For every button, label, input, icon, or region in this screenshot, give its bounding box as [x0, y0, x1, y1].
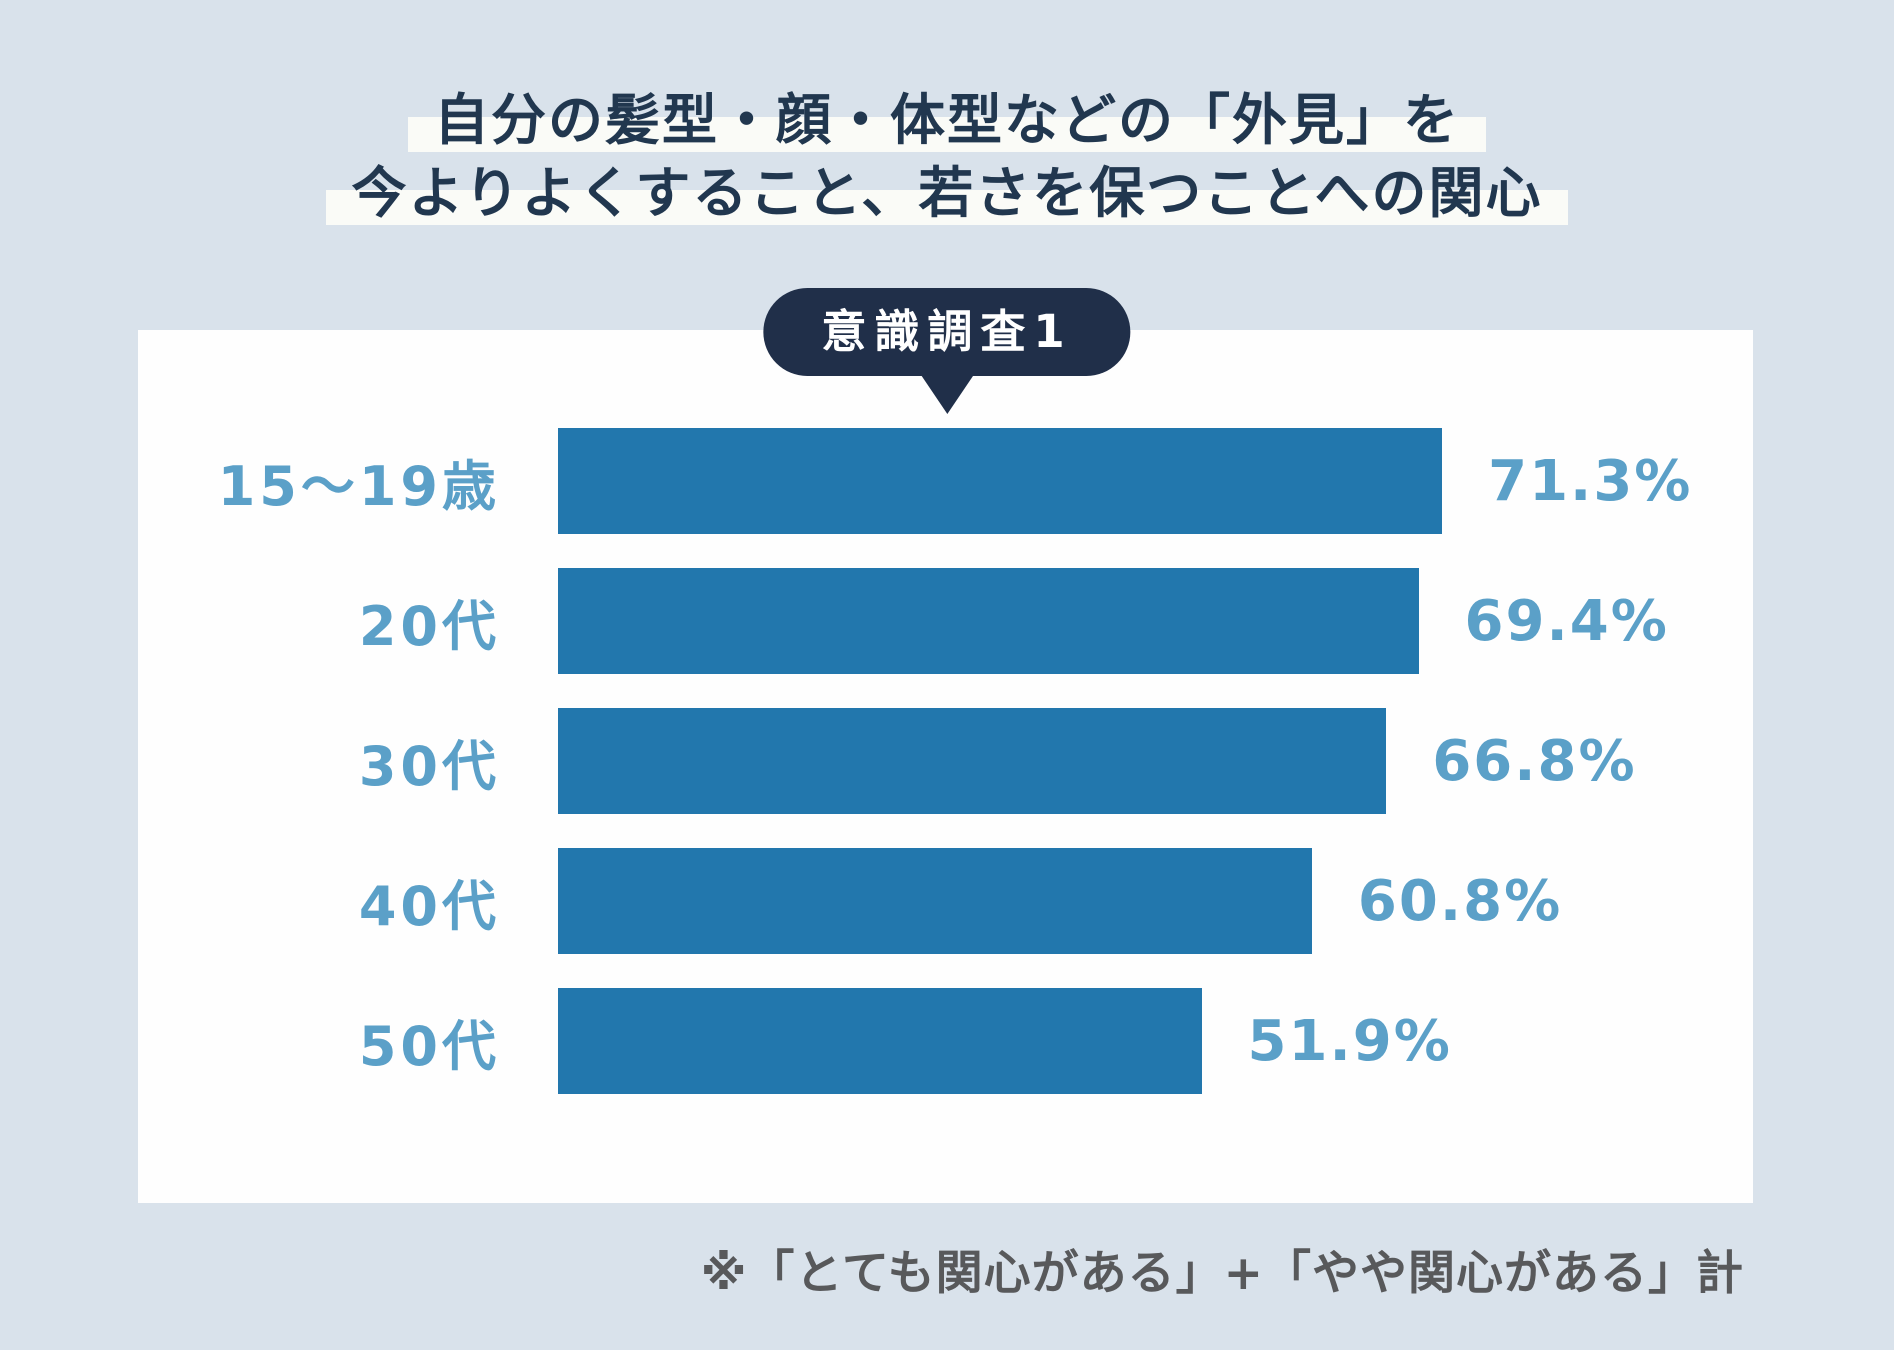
- bar: [558, 708, 1387, 814]
- category-label: 20代: [358, 594, 500, 658]
- bar-row: 40代 60.8%: [138, 848, 1753, 954]
- category-label: 50代: [358, 1014, 500, 1078]
- value-label: 66.8%: [1432, 728, 1637, 794]
- bar-row: 50代 51.9%: [138, 988, 1753, 1094]
- bar: [558, 428, 1443, 534]
- value-label: 69.4%: [1464, 588, 1669, 654]
- bar: [558, 848, 1312, 954]
- bar: [558, 568, 1419, 674]
- value-label: 60.8%: [1357, 868, 1563, 934]
- bar: [558, 988, 1202, 1094]
- bar-chart: 15〜19歳 71.3% 20代 69.4% 30代 66.8% 40代 60.…: [138, 428, 1753, 1094]
- title-highlight-1: 自分の髪型・顔・体型などの「外見」を: [407, 88, 1486, 152]
- bar-row: 20代 69.4%: [138, 568, 1753, 674]
- category-label: 40代: [358, 874, 500, 938]
- category-label: 15〜19歳: [217, 454, 500, 518]
- value-label: 71.3%: [1488, 448, 1693, 514]
- title-highlight-2: 今よりよくすること、若さを保つことへの関心: [325, 161, 1569, 226]
- bar-row: 30代 66.8%: [138, 708, 1753, 814]
- chart-title-line-2: 今よりよくすること、若さを保つことへの関心: [0, 157, 1894, 230]
- footnote: ※「とても関心がある」+「やや関心がある」計: [700, 1246, 1744, 1301]
- category-label: 30代: [358, 734, 500, 798]
- chart-panel: 15〜19歳 71.3% 20代 69.4% 30代 66.8% 40代 60.…: [138, 330, 1753, 1203]
- chart-title: 自分の髪型・顔・体型などの「外見」を 今よりよくすること、若さを保つことへの関心: [0, 84, 1894, 230]
- survey-badge: 意識調査1: [763, 288, 1131, 376]
- value-label: 51.9%: [1247, 1008, 1452, 1074]
- bar-row: 15〜19歳 71.3%: [138, 428, 1753, 534]
- chart-title-line-1: 自分の髪型・顔・体型などの「外見」を: [0, 84, 1894, 157]
